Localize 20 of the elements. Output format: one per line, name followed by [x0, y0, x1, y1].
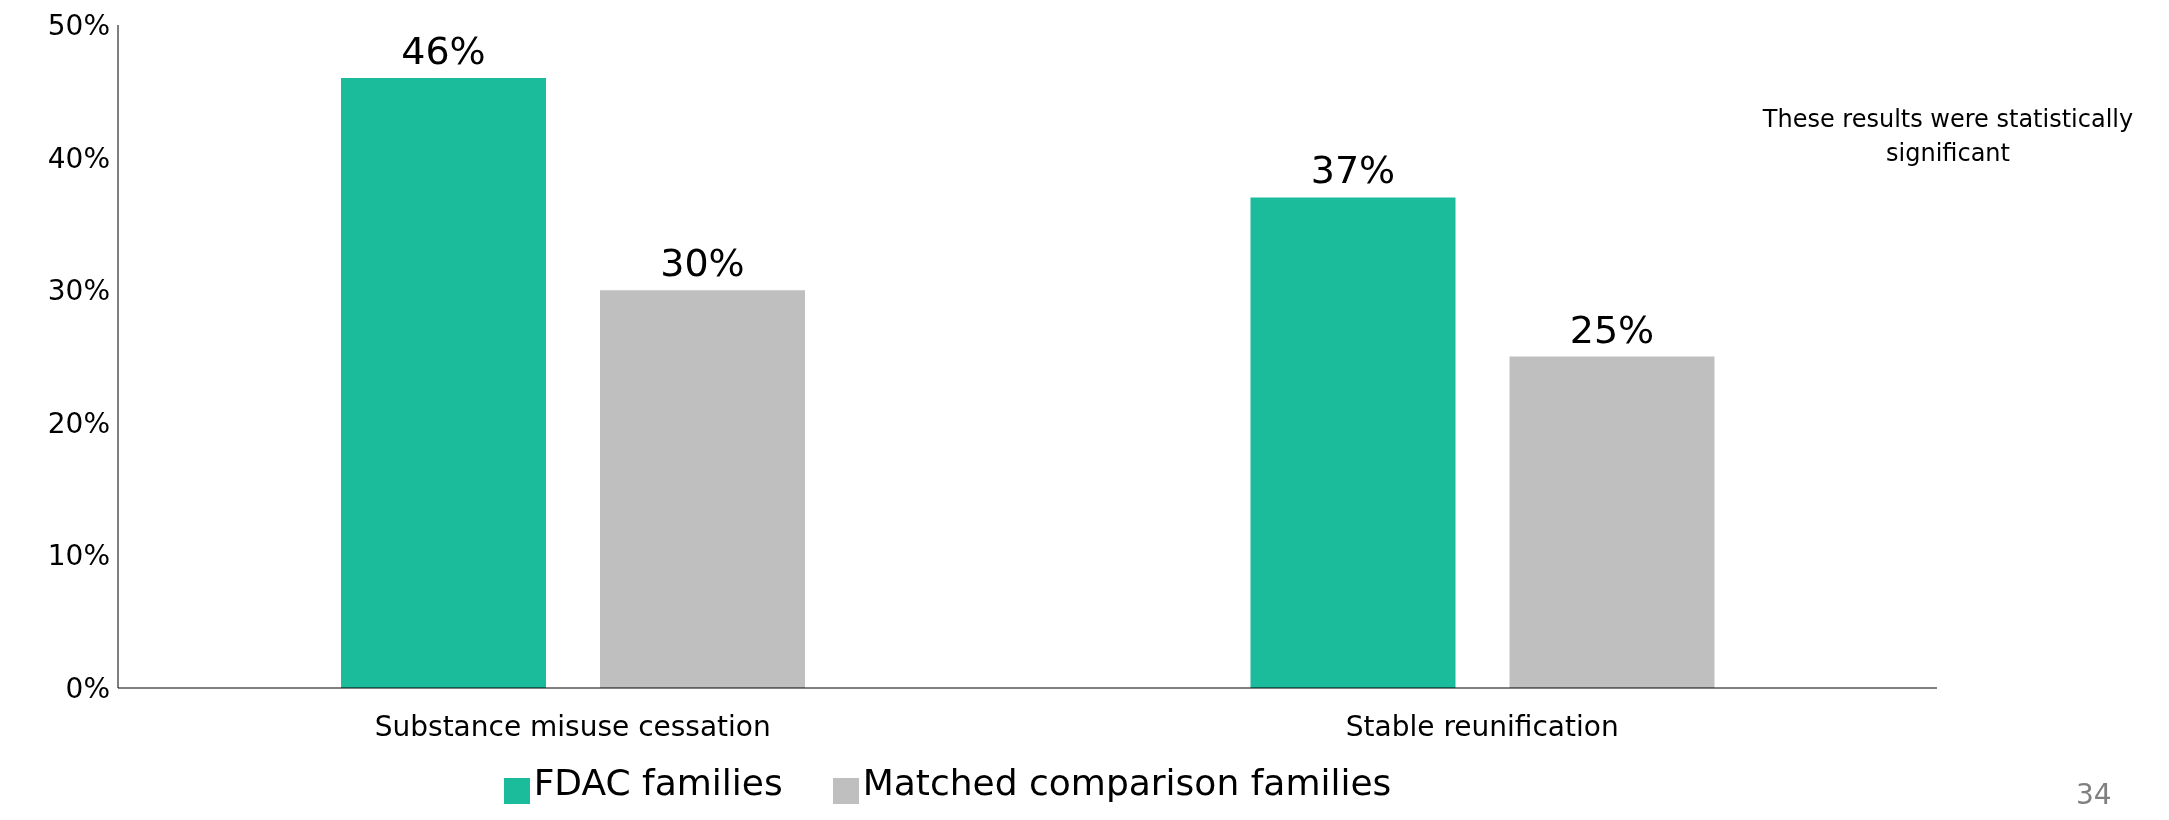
y-tick-label: 30% — [47, 274, 110, 308]
data-label: 46% — [401, 29, 486, 74]
x-tick-label: Substance misuse cessation — [374, 709, 771, 743]
data-label: 37% — [1310, 148, 1396, 193]
legend-label: FDAC families — [533, 762, 783, 803]
y-tick-label: 10% — [47, 539, 110, 573]
y-tick-label: 20% — [47, 406, 110, 440]
y-tick-label: 40% — [47, 141, 110, 175]
bar — [1250, 197, 1456, 688]
bar — [600, 290, 805, 688]
legend-label: Matched comparison families — [862, 762, 1392, 803]
annotation: These results were statistically significant — [1761, 104, 2135, 169]
bar — [1509, 356, 1715, 688]
text: 34 — [2076, 778, 2112, 811]
data-label: 25% — [1569, 307, 1655, 352]
bar — [341, 78, 546, 688]
y-tick-label: 0% — [65, 671, 110, 705]
data-label: 30% — [660, 241, 745, 286]
y-tick-label: 50% — [47, 8, 110, 42]
x-tick-label: Stable reunification — [1345, 709, 1619, 743]
